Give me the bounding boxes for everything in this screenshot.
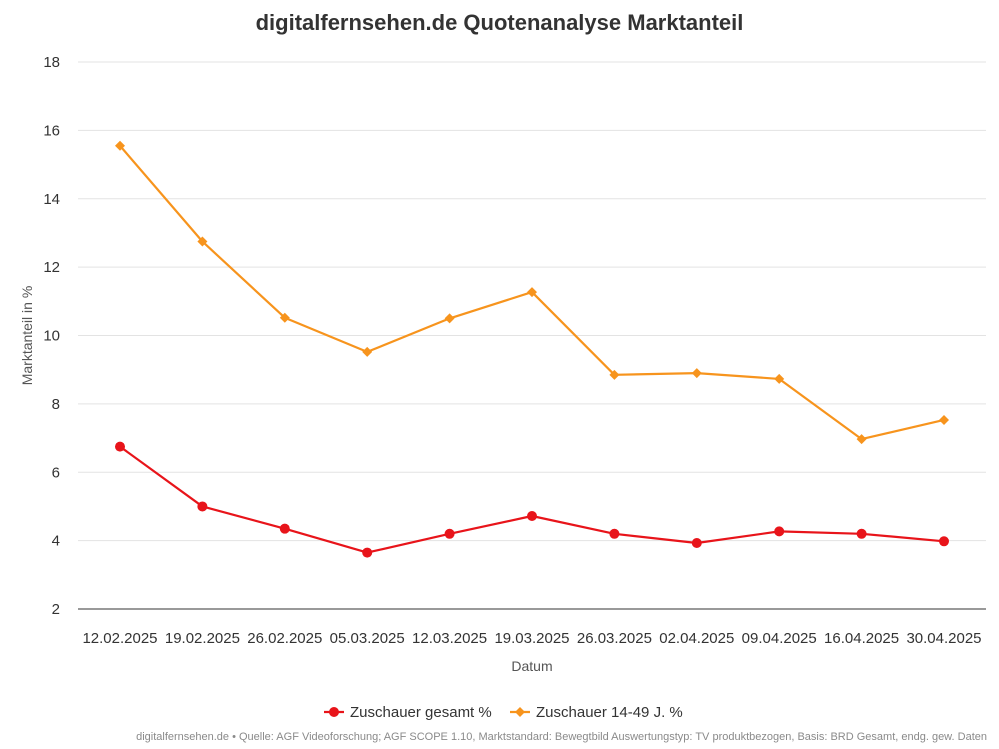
x-axis-label: Datum [511,658,552,674]
x-tick-label: 09.04.2025 [742,630,817,647]
data-point-s1-6 [609,369,620,380]
data-point-s0-2 [279,523,290,534]
x-tick-label: 12.03.2025 [412,630,487,647]
x-tick-label: 26.03.2025 [577,630,652,647]
y-tick-label: 6 [52,464,60,481]
data-point-s1-9 [856,434,867,445]
legend-marker-1 [515,707,525,717]
data-point-s1-5 [527,287,537,298]
y-tick-label: 10 [43,328,60,345]
y-tick-label: 12 [43,259,60,276]
data-point-s0-10 [939,536,949,547]
x-tick-label: 26.02.2025 [247,630,322,647]
chart-title: digitalfernsehen.de Quotenanalyse Markta… [255,10,744,35]
y-tick-label: 2 [52,601,60,618]
x-tick-label: 02.04.2025 [659,630,734,647]
x-tick-label: 19.03.2025 [494,630,569,647]
legend-label-1: Zuschauer 14-49 J. % [536,704,683,721]
x-tick-label: 16.04.2025 [824,630,899,647]
data-point-s1-4 [444,313,455,324]
data-point-s0-7 [691,538,702,549]
data-point-s0-6 [609,528,620,539]
data-point-s0-0 [115,441,125,452]
legend-label-0: Zuschauer gesamt % [350,704,492,721]
x-tick-label: 19.02.2025 [165,630,240,647]
data-point-s0-3 [362,547,373,558]
y-tick-label: 8 [52,396,60,413]
y-tick-label: 16 [43,122,60,139]
data-point-s0-8 [774,526,785,537]
data-point-s1-7 [691,368,702,379]
source-footer: digitalfernsehen.de • Quelle: AGF Videof… [136,731,987,743]
data-point-s0-1 [197,501,208,512]
y-tick-label: 14 [43,191,60,208]
data-point-s0-4 [444,528,455,539]
data-point-s1-3 [362,346,373,357]
data-point-s1-1 [197,236,208,247]
y-tick-label: 18 [43,54,60,71]
x-tick-label: 30.04.2025 [906,630,981,647]
data-point-s0-5 [527,511,537,522]
y-axis-label: Marktanteil in % [19,286,35,386]
legend-marker-0 [329,707,339,717]
data-point-s1-0 [115,140,125,151]
data-point-s1-2 [279,312,290,323]
data-point-s1-10 [939,414,949,425]
x-tick-label: 12.02.2025 [82,630,157,647]
y-tick-label: 4 [52,533,60,550]
data-point-s0-9 [856,528,867,539]
data-point-s1-8 [774,373,785,384]
series-line-0 [119,445,945,554]
x-tick-label: 05.03.2025 [330,630,405,647]
